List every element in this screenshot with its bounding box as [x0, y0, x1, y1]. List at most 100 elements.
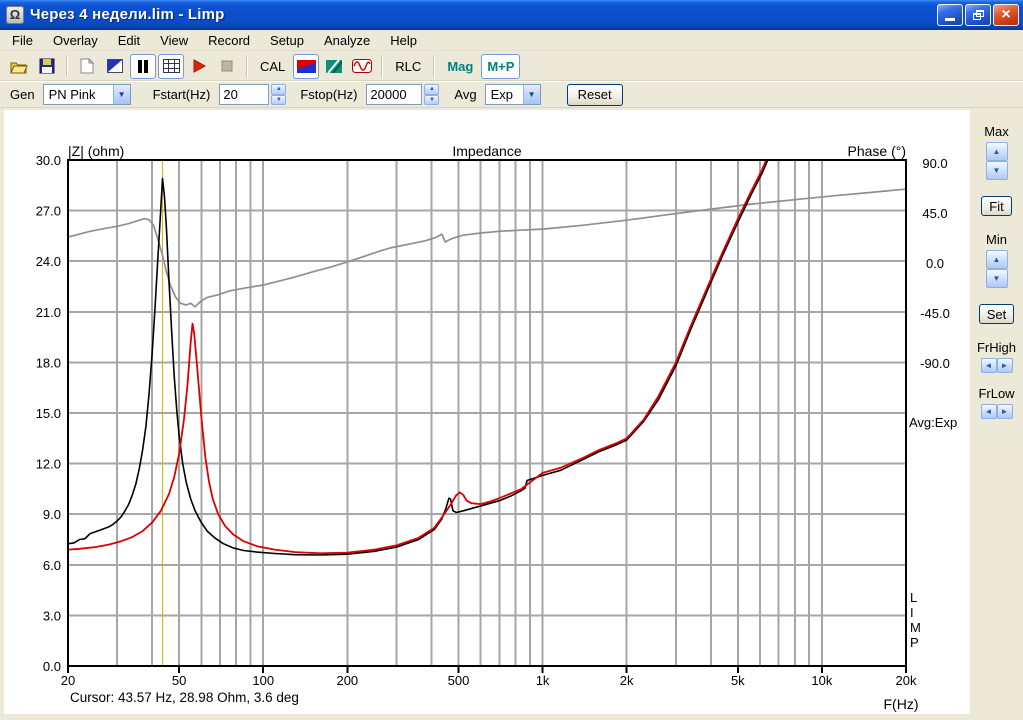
- save-button[interactable]: [34, 54, 60, 79]
- generator-button[interactable]: [349, 54, 375, 79]
- mag-plus-phase-mode-button[interactable]: M+P: [481, 53, 521, 79]
- frlow-label: FrLow: [978, 386, 1015, 401]
- stop-icon: [221, 60, 233, 72]
- toolbar-separator: [66, 55, 68, 77]
- x-tick-label: 200: [336, 673, 358, 688]
- color-diagonal-icon: [107, 59, 123, 73]
- chevron-down-icon[interactable]: ▼: [522, 85, 540, 104]
- titlebar[interactable]: Ω Через 4 недели.lim - Limp ×: [0, 0, 1023, 30]
- menu-help[interactable]: Help: [390, 32, 418, 48]
- impedance-chart[interactable]: 20 50 100 200 500 1k 2k 5k 10k 20k 30.0 27.0 24.0 21.…: [4, 110, 970, 714]
- x-tick-label: 10k: [811, 673, 832, 688]
- menu-setup[interactable]: Setup: [270, 32, 305, 48]
- frhigh-label: FrHigh: [976, 340, 1016, 355]
- spin-down-icon[interactable]: ▼: [985, 269, 1008, 288]
- fstart-label: Fstart(Hz): [152, 87, 211, 102]
- record-start-button[interactable]: [186, 54, 212, 79]
- x-tick-label: 1k: [536, 673, 550, 688]
- menu-view[interactable]: View: [160, 32, 189, 48]
- max-label: Max: [984, 124, 1009, 139]
- minimize-button[interactable]: [937, 3, 963, 26]
- set-button[interactable]: Set: [978, 304, 1015, 324]
- main-area: 20 50 100 200 500 1k 2k 5k 10k 20k 30.0 27.0 24.0 21.…: [0, 108, 1023, 720]
- generator-value: PN Pink: [48, 87, 96, 102]
- z-tick-label: 12.0: [36, 457, 61, 472]
- chevron-down-icon[interactable]: ▼: [112, 85, 130, 104]
- frlow-spinner[interactable]: ◄ ►: [980, 404, 1013, 419]
- color-scheme-button[interactable]: [102, 54, 128, 79]
- app-icon: Ω: [6, 5, 24, 24]
- reset-button[interactable]: Reset: [566, 83, 623, 106]
- spin-right-icon[interactable]: ►: [996, 404, 1013, 419]
- mag-phase-view-button[interactable]: [293, 53, 320, 79]
- spin-left-icon[interactable]: ◄: [980, 404, 997, 419]
- table-view-button[interactable]: [158, 53, 184, 79]
- magnitude-mode-button[interactable]: Mag: [447, 58, 474, 74]
- menu-analyze[interactable]: Analyze: [324, 32, 371, 48]
- overlay-view-button[interactable]: [321, 54, 347, 79]
- phase-tick-label: -90.0: [920, 356, 950, 371]
- fstart-input[interactable]: [219, 84, 270, 105]
- max-spinner[interactable]: ▲ ▼: [985, 142, 1008, 180]
- green-overlay-icon: [326, 59, 343, 73]
- pause-button[interactable]: [130, 53, 156, 79]
- close-button[interactable]: ×: [993, 3, 1019, 26]
- fstart-spinner[interactable]: ▲ ▼: [271, 84, 287, 105]
- calibrate-button[interactable]: CAL: [260, 58, 286, 74]
- x-tick-label: 20k: [896, 673, 917, 688]
- cursor-status: Cursor: 43.57 Hz, 28.98 Ohm, 3.6 deg: [70, 690, 299, 705]
- fstop-input[interactable]: [366, 84, 423, 105]
- record-stop-button[interactable]: [214, 54, 240, 79]
- z-tick-label: 3.0: [43, 608, 61, 623]
- min-label: Min: [986, 232, 1007, 247]
- window-title: Через 4 недели.lim - Limp: [30, 6, 225, 23]
- impedance-overlay-curve: [68, 160, 768, 555]
- copy-image-button[interactable]: [74, 54, 100, 79]
- toolbar-separator: [381, 55, 384, 77]
- toolbar: CAL RLC Mag M+P: [0, 51, 1023, 82]
- spin-left-icon[interactable]: ◄: [980, 358, 997, 373]
- spin-down-icon[interactable]: ▼: [985, 161, 1008, 180]
- x-tick-label: 100: [252, 673, 274, 688]
- min-spinner[interactable]: ▲ ▼: [985, 250, 1008, 288]
- phase-tick-label: 45.0: [922, 206, 947, 221]
- left-axis-title: |Z| (ohm): [68, 143, 124, 159]
- z-tick-label: 9.0: [43, 507, 61, 522]
- right-axis-title: Phase (°): [847, 143, 906, 159]
- plot-border: [67, 159, 907, 667]
- generator-select[interactable]: PN Pink ▼: [42, 84, 131, 105]
- spin-right-icon[interactable]: ►: [996, 358, 1013, 373]
- avg-mode-note: Avg:Exp: [909, 415, 957, 430]
- sine-wave-icon: [352, 59, 373, 73]
- red-blue-graph-icon: [296, 59, 316, 73]
- open-folder-icon: [10, 62, 28, 73]
- averaging-select[interactable]: Exp ▼: [484, 84, 541, 105]
- menu-file[interactable]: File: [12, 32, 33, 48]
- menu-overlay[interactable]: Overlay: [52, 32, 98, 48]
- minimize-icon: [945, 18, 955, 21]
- spin-up-icon[interactable]: ▲: [985, 250, 1008, 269]
- scale-side-panel: Max ▲ ▼ Fit Min ▲ ▼ Set FrHigh ◄ ► FrLow…: [970, 110, 1023, 720]
- open-file-button[interactable]: [6, 54, 32, 79]
- menu-edit[interactable]: Edit: [117, 32, 141, 48]
- spin-down-icon[interactable]: ▼: [271, 94, 287, 105]
- generator-controls: Gen PN Pink ▼ Fstart(Hz) ▲ ▼ Fstop(Hz) ▲…: [0, 82, 1023, 108]
- limp-watermark: P: [910, 635, 919, 650]
- pause-icon: [138, 59, 148, 73]
- frhigh-spinner[interactable]: ◄ ►: [980, 358, 1013, 373]
- spin-up-icon[interactable]: ▲: [424, 84, 440, 95]
- spin-down-icon[interactable]: ▼: [424, 94, 440, 105]
- z-tick-label: 27.0: [36, 204, 61, 219]
- fstop-label: Fstop(Hz): [300, 87, 358, 102]
- x-tick-label: 2k: [620, 673, 634, 688]
- z-tick-label: 15.0: [36, 406, 61, 421]
- fstop-spinner[interactable]: ▲ ▼: [424, 84, 440, 105]
- phase-tick-label: -45.0: [920, 306, 950, 321]
- spin-up-icon[interactable]: ▲: [271, 84, 287, 95]
- rlc-button[interactable]: RLC: [395, 58, 422, 74]
- restore-button[interactable]: [965, 3, 991, 26]
- menu-record[interactable]: Record: [208, 32, 251, 48]
- fit-button[interactable]: Fit: [981, 196, 1012, 216]
- spin-up-icon[interactable]: ▲: [985, 142, 1008, 161]
